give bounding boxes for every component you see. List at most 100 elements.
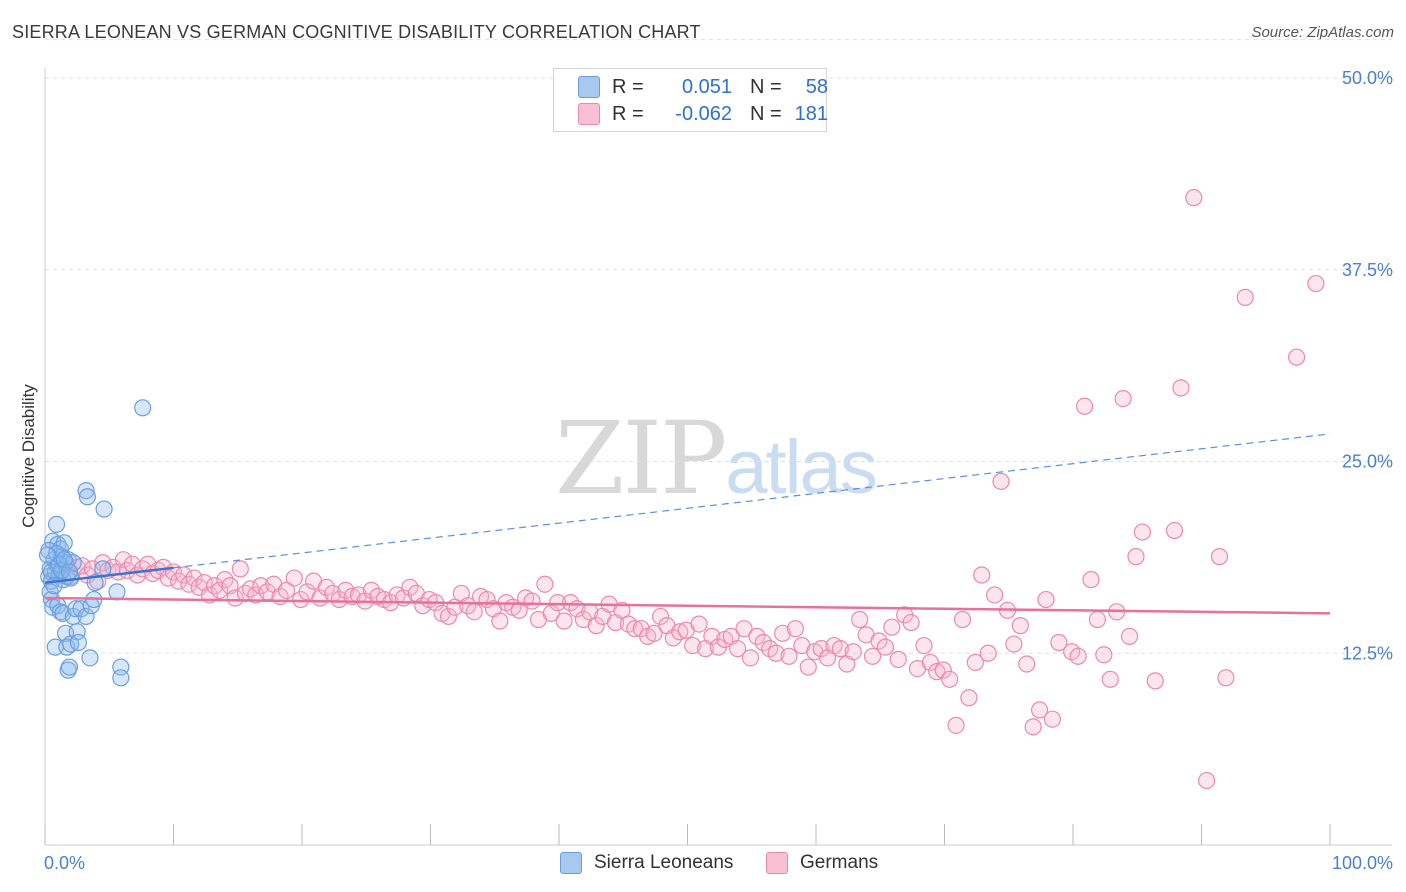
legend-label: Sierra Leoneans	[594, 852, 734, 873]
german-point	[491, 612, 509, 630]
legend-row-sierra: R = 0.051 N = 58	[578, 74, 828, 100]
sierra-leonean-point	[38, 546, 57, 564]
german-point	[992, 472, 1010, 491]
series-legend: Sierra Leoneans Germans	[0, 852, 1406, 880]
german-point	[786, 620, 805, 638]
german-point	[1236, 288, 1254, 306]
german-point	[973, 566, 991, 584]
german-point	[1287, 348, 1306, 366]
german-point	[185, 569, 203, 587]
german-point	[1088, 610, 1107, 629]
german-point	[889, 650, 907, 668]
german-point	[1075, 397, 1094, 415]
german-point	[863, 647, 882, 665]
german-point	[561, 594, 580, 612]
german-point	[1120, 627, 1139, 645]
legend-item-sierra-leoneans[interactable]: Sierra Leoneans	[560, 852, 733, 874]
german-point	[211, 581, 229, 599]
german-point	[915, 636, 933, 655]
sierra-leonean-point	[69, 633, 88, 652]
german-point	[549, 594, 567, 612]
german-point	[767, 644, 785, 662]
german-trend-line	[44, 596, 1331, 615]
german-point	[362, 581, 380, 599]
legend-swatch-sierra	[578, 76, 600, 98]
german-point	[748, 627, 766, 645]
german-point	[613, 601, 631, 619]
german-point	[780, 647, 798, 665]
german-point	[1018, 655, 1036, 673]
german-point	[831, 640, 850, 658]
german-point	[1095, 646, 1113, 664]
legend-n-label: N =	[750, 75, 782, 98]
german-point	[799, 658, 817, 676]
german-point	[626, 620, 644, 638]
german-point	[754, 633, 772, 652]
y-tick-label: 12.5%	[1342, 643, 1393, 663]
watermark: ZIPatlas	[555, 400, 878, 517]
legend-row-german: R = -0.062 N = 181	[578, 101, 828, 127]
legend-r-value: -0.062	[675, 102, 732, 125]
y-axis-label: Cognitive Disability	[19, 384, 38, 528]
german-point	[844, 643, 862, 661]
sierra-leonean-point	[86, 574, 104, 592]
german-point	[1024, 718, 1042, 736]
german-point	[812, 640, 830, 658]
german-point	[1127, 548, 1145, 566]
german-point	[1133, 523, 1151, 541]
legend-swatch-sierra	[560, 852, 582, 874]
german-point	[285, 569, 303, 587]
german-point	[921, 653, 939, 672]
legend-n-value: 181	[794, 102, 828, 125]
german-point	[735, 620, 753, 638]
chart-title: SIERRA LEONEAN VS GERMAN COGNITIVE DISAB…	[12, 22, 701, 42]
german-point	[979, 644, 997, 662]
german-point	[741, 649, 760, 667]
german-point	[542, 604, 560, 622]
german-point	[1210, 548, 1229, 566]
sierra-leonean-point	[60, 658, 79, 676]
watermark-atlas: atlas	[725, 425, 878, 510]
german-point	[1043, 710, 1062, 728]
sierra-leonean-point	[78, 488, 97, 506]
watermark-zip: ZIP	[555, 400, 727, 517]
german-point	[330, 590, 348, 609]
source-label: Source: ZipAtlas.com	[1251, 24, 1394, 41]
german-point	[1172, 379, 1190, 397]
german-point	[870, 632, 888, 650]
german-point	[934, 661, 952, 679]
german-point	[651, 607, 670, 626]
german-point	[465, 603, 483, 621]
sierra-leonean-point	[112, 669, 130, 687]
legend-item-germans[interactable]: Germans	[766, 852, 878, 874]
y-tick-label: 37.5%	[1342, 260, 1393, 280]
german-point	[664, 629, 682, 647]
legend-r-label: R =	[612, 102, 644, 125]
sierra-leonean-point	[108, 583, 126, 601]
german-point	[902, 613, 920, 632]
legend-r-value: 0.051	[681, 75, 732, 98]
german-point	[1037, 590, 1055, 609]
legend-n-label: N =	[750, 102, 782, 125]
german-point	[953, 610, 972, 629]
german-point	[671, 623, 689, 641]
german-point	[587, 617, 605, 635]
x-tick-label: 0.0%	[44, 853, 85, 873]
german-point	[941, 670, 959, 688]
stats-legend: R = 0.051 N = 58 R = -0.062 N = 181	[553, 68, 828, 132]
german-point	[1082, 571, 1100, 589]
german-point	[703, 627, 721, 645]
german-point	[883, 618, 901, 636]
german-point	[960, 689, 978, 707]
german-point	[928, 663, 946, 681]
german-point	[986, 586, 1004, 604]
legend-n-value: 58	[805, 75, 828, 98]
german-point	[1011, 617, 1029, 635]
german-point	[1146, 672, 1164, 690]
german-point	[1114, 390, 1132, 408]
sierra-leonean-point	[47, 515, 66, 533]
sierra-leonean-point	[77, 482, 95, 500]
sierra-leonean-point	[81, 649, 99, 667]
german-point	[401, 578, 419, 596]
legend-swatch-german	[578, 103, 600, 125]
